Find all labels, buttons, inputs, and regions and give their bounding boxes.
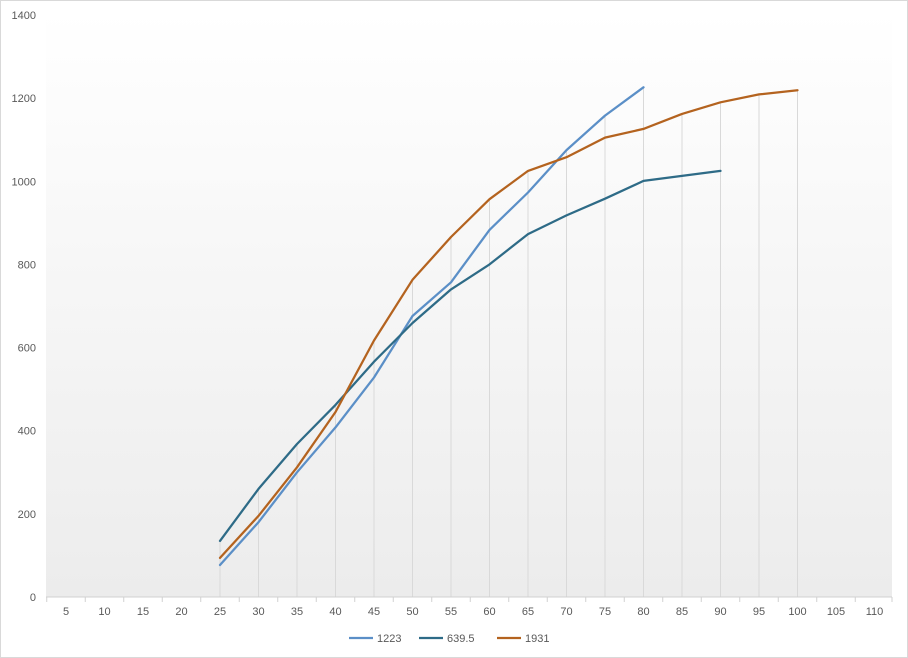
legend-label: 639.5: [447, 633, 475, 645]
x-tick-label: 5: [63, 606, 69, 618]
y-tick-label: 200: [18, 509, 36, 521]
series-lines: [218, 86, 799, 567]
x-tick-label: 40: [329, 606, 341, 618]
legend-label: 1223: [377, 633, 401, 645]
y-tick-label: 400: [18, 426, 36, 438]
y-tick-label: 600: [18, 343, 36, 355]
x-tick-label: 65: [522, 606, 534, 618]
x-tick-label: 105: [827, 606, 845, 618]
x-tick-label: 110: [866, 606, 884, 618]
y-tick-label: 1400: [12, 10, 36, 22]
x-tick-label: 80: [637, 606, 649, 618]
y-tick-label: 1000: [12, 176, 36, 188]
x-tick-label: 90: [714, 606, 726, 618]
x-tick-label: 75: [599, 606, 611, 618]
x-tick-label: 25: [214, 606, 226, 618]
x-tick-label: 45: [368, 606, 380, 618]
y-tick-label: 1200: [12, 93, 36, 105]
x-tick-label: 35: [291, 606, 303, 618]
x-tick-label: 50: [406, 606, 418, 618]
x-tick-label: 70: [560, 606, 572, 618]
legend-label: 1931: [525, 633, 549, 645]
x-tick-label: 20: [175, 606, 187, 618]
axes: 0 200 400 600 800 1000 1200 1400 5 10 15 20 25 30 35 40…: [12, 10, 893, 618]
series-line-1931: [218, 89, 799, 560]
x-tick-label: 15: [137, 606, 149, 618]
series-line-1223: [218, 86, 645, 567]
y-tick-label: 0: [30, 592, 36, 604]
legend: 1223 639.5 1931: [349, 633, 549, 645]
x-tick-label: 10: [98, 606, 110, 618]
x-tick-label: 55: [445, 606, 457, 618]
x-tick-label: 95: [753, 606, 765, 618]
plot-area: [46, 11, 892, 597]
x-tick-label: 30: [252, 606, 264, 618]
x-tick-label: 60: [483, 606, 495, 618]
y-tick-label: 800: [18, 259, 36, 271]
gridlines: [219, 87, 798, 597]
series-line-639-5: [218, 169, 722, 543]
x-tick-label: 100: [788, 606, 806, 618]
x-tick-label: 85: [676, 606, 688, 618]
